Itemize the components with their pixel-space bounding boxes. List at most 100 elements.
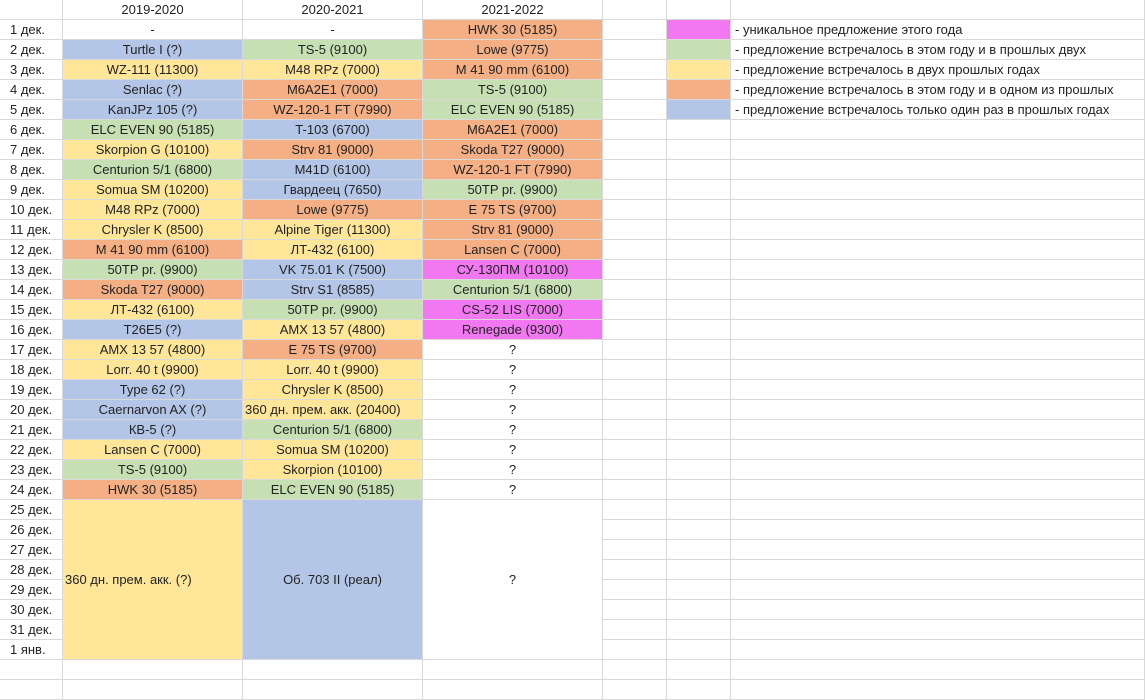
date-cell[interactable]: 11 дек. [0, 220, 63, 240]
empty-cell[interactable] [731, 660, 1145, 680]
empty-cell[interactable] [667, 240, 731, 260]
column-header-3[interactable]: 2021-2022 [423, 0, 603, 20]
legend-text-5[interactable]: - предложение встречалось только один ра… [731, 100, 1145, 120]
merged-offer-cell[interactable]: Об. 703 II (реал) [243, 500, 423, 660]
empty-cell[interactable] [731, 380, 1145, 400]
date-cell[interactable]: 18 дек. [0, 360, 63, 380]
empty-cell[interactable] [667, 320, 731, 340]
empty-cell[interactable] [603, 80, 667, 100]
empty-cell[interactable] [603, 440, 667, 460]
empty-cell[interactable] [667, 560, 731, 580]
offer-cell[interactable]: ? [423, 440, 603, 460]
empty-cell[interactable] [603, 240, 667, 260]
date-cell[interactable]: 9 дек. [0, 180, 63, 200]
empty-cell[interactable] [603, 420, 667, 440]
date-cell[interactable]: 1 дек. [0, 20, 63, 40]
offer-cell[interactable]: ? [423, 480, 603, 500]
offer-cell[interactable]: M6A2E1 (7000) [243, 80, 423, 100]
empty-cell[interactable] [731, 480, 1145, 500]
empty-cell[interactable] [603, 400, 667, 420]
date-cell[interactable]: 5 дек. [0, 100, 63, 120]
empty-cell[interactable] [667, 520, 731, 540]
empty-cell[interactable] [667, 480, 731, 500]
date-cell[interactable]: 7 дек. [0, 140, 63, 160]
empty-cell[interactable] [731, 180, 1145, 200]
empty-cell[interactable] [731, 680, 1145, 700]
offer-cell[interactable]: Alpine Tiger (11300) [243, 220, 423, 240]
offer-cell[interactable]: ЛТ-432 (6100) [63, 300, 243, 320]
empty-cell[interactable] [603, 560, 667, 580]
empty-cell[interactable] [603, 20, 667, 40]
empty-cell[interactable] [603, 160, 667, 180]
empty-cell[interactable] [603, 580, 667, 600]
date-cell[interactable]: 28 дек. [0, 560, 63, 580]
offer-cell[interactable]: ? [423, 340, 603, 360]
offer-cell[interactable]: ? [423, 460, 603, 480]
empty-cell[interactable] [667, 680, 731, 700]
empty-cell[interactable] [731, 240, 1145, 260]
date-cell[interactable]: 29 дек. [0, 580, 63, 600]
offer-cell[interactable]: Turtle I (?) [63, 40, 243, 60]
empty-cell[interactable] [667, 540, 731, 560]
empty-cell[interactable] [667, 340, 731, 360]
empty-cell[interactable] [667, 580, 731, 600]
date-cell[interactable]: 13 дек. [0, 260, 63, 280]
offer-cell[interactable]: KanJPz 105 (?) [63, 100, 243, 120]
legend-text-4[interactable]: - предложение встречалось в этом году и … [731, 80, 1145, 100]
legend-text-2[interactable]: - предложение встречалось в этом году и … [731, 40, 1145, 60]
date-cell[interactable]: 6 дек. [0, 120, 63, 140]
offer-cell[interactable]: M41D (6100) [243, 160, 423, 180]
offer-cell[interactable]: ? [423, 420, 603, 440]
empty-cell[interactable] [603, 540, 667, 560]
empty-cell[interactable] [667, 140, 731, 160]
offer-cell[interactable]: Lansen C (7000) [63, 440, 243, 460]
offer-cell[interactable]: Type 62 (?) [63, 380, 243, 400]
date-cell[interactable]: 4 дек. [0, 80, 63, 100]
empty-cell[interactable] [603, 380, 667, 400]
offer-cell[interactable]: Lansen C (7000) [423, 240, 603, 260]
offer-cell[interactable]: 50TP pr. (9900) [243, 300, 423, 320]
offer-cell[interactable]: Somua SM (10200) [63, 180, 243, 200]
empty-cell[interactable] [603, 620, 667, 640]
offer-cell[interactable]: M 41 90 mm (6100) [63, 240, 243, 260]
offer-cell[interactable]: T26E5 (?) [63, 320, 243, 340]
date-cell[interactable]: 2 дек. [0, 40, 63, 60]
offer-cell[interactable]: Chrysler K (8500) [63, 220, 243, 240]
empty-cell[interactable] [603, 520, 667, 540]
date-cell[interactable]: 15 дек. [0, 300, 63, 320]
offer-cell[interactable]: СУ-130ПМ (10100) [423, 260, 603, 280]
date-cell[interactable]: 8 дек. [0, 160, 63, 180]
offer-cell[interactable]: Somua SM (10200) [243, 440, 423, 460]
empty-cell[interactable] [667, 260, 731, 280]
date-cell[interactable]: 17 дек. [0, 340, 63, 360]
offer-cell[interactable]: HWK 30 (5185) [63, 480, 243, 500]
offer-cell[interactable]: Chrysler K (8500) [243, 380, 423, 400]
empty-cell[interactable] [603, 460, 667, 480]
offer-cell[interactable]: Skoda T27 (9000) [63, 280, 243, 300]
empty-cell[interactable] [667, 640, 731, 660]
offer-cell[interactable]: AMX 13 57 (4800) [63, 340, 243, 360]
offer-cell[interactable]: 50TP pr. (9900) [63, 260, 243, 280]
offer-cell[interactable]: Гвардеец (7650) [243, 180, 423, 200]
offer-cell[interactable]: - [243, 20, 423, 40]
empty-cell[interactable] [731, 500, 1145, 520]
offer-cell[interactable]: КВ-5 (?) [63, 420, 243, 440]
empty-cell[interactable] [0, 680, 63, 700]
empty-cell[interactable] [667, 600, 731, 620]
offer-cell[interactable]: ELC EVEN 90 (5185) [423, 100, 603, 120]
empty-cell[interactable] [603, 60, 667, 80]
date-cell[interactable]: 1 янв. [0, 640, 63, 660]
empty-cell[interactable] [603, 600, 667, 620]
date-cell[interactable]: 3 дек. [0, 60, 63, 80]
offer-cell[interactable]: Lorr. 40 t (9900) [63, 360, 243, 380]
offer-cell[interactable]: M48 RPz (7000) [243, 60, 423, 80]
legend-swatch-5[interactable] [667, 100, 731, 120]
offer-cell[interactable]: E 75 TS (9700) [243, 340, 423, 360]
empty-cell[interactable] [731, 640, 1145, 660]
offer-cell[interactable]: M48 RPz (7000) [63, 200, 243, 220]
offer-cell[interactable]: HWK 30 (5185) [423, 20, 603, 40]
empty-cell[interactable] [667, 380, 731, 400]
date-cell[interactable]: 22 дек. [0, 440, 63, 460]
empty-cell[interactable] [731, 600, 1145, 620]
date-cell[interactable]: 10 дек. [0, 200, 63, 220]
